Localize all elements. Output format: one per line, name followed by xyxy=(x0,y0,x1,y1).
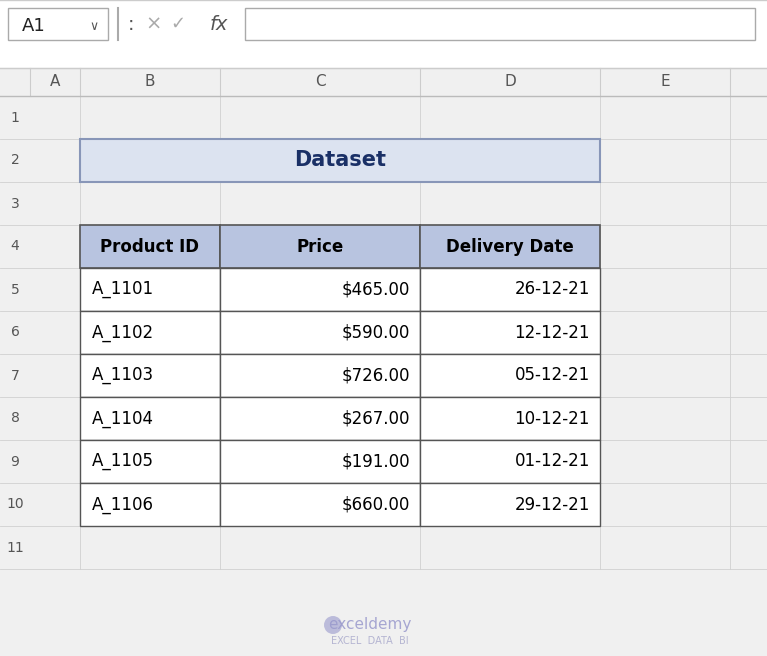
Bar xyxy=(0,0,767,68)
Text: A1: A1 xyxy=(22,17,46,35)
Text: 9: 9 xyxy=(11,455,19,468)
Text: fx: fx xyxy=(210,14,229,33)
Bar xyxy=(220,483,420,526)
Text: 11: 11 xyxy=(6,541,24,554)
Bar xyxy=(220,311,420,354)
Text: $267.00: $267.00 xyxy=(341,409,410,428)
Text: A_1101: A_1101 xyxy=(92,281,154,298)
Bar xyxy=(80,268,220,311)
Text: 4: 4 xyxy=(11,239,19,253)
Text: 2: 2 xyxy=(11,154,19,167)
Text: $465.00: $465.00 xyxy=(341,281,410,298)
Text: 6: 6 xyxy=(11,325,19,340)
Bar xyxy=(80,483,220,526)
Text: Dataset: Dataset xyxy=(294,150,386,171)
Text: 5: 5 xyxy=(11,283,19,297)
Bar xyxy=(80,354,220,397)
Text: 1: 1 xyxy=(11,110,19,125)
Text: ∨: ∨ xyxy=(90,20,99,33)
Bar xyxy=(220,268,420,311)
Bar xyxy=(420,225,600,268)
Bar xyxy=(220,354,420,397)
Text: A_1104: A_1104 xyxy=(92,409,154,428)
Text: A_1106: A_1106 xyxy=(92,495,154,514)
Text: $191.00: $191.00 xyxy=(341,453,410,470)
Text: A_1102: A_1102 xyxy=(92,323,154,342)
Text: EXCEL  DATA  BI: EXCEL DATA BI xyxy=(331,636,409,646)
Bar xyxy=(420,354,600,397)
Text: exceldemy: exceldemy xyxy=(328,617,412,632)
Text: Delivery Date: Delivery Date xyxy=(446,237,574,255)
Bar xyxy=(220,397,420,440)
Text: 29-12-21: 29-12-21 xyxy=(515,495,590,514)
Bar xyxy=(220,225,420,268)
Bar xyxy=(80,139,600,182)
Bar xyxy=(0,68,767,96)
Bar xyxy=(80,397,220,440)
Text: B: B xyxy=(145,75,155,89)
Text: A_1105: A_1105 xyxy=(92,453,154,470)
Text: 26-12-21: 26-12-21 xyxy=(515,281,590,298)
Bar xyxy=(0,0,767,68)
Circle shape xyxy=(324,616,342,634)
Text: $726.00: $726.00 xyxy=(341,367,410,384)
Text: A_1103: A_1103 xyxy=(92,367,154,384)
Text: D: D xyxy=(504,75,516,89)
Text: 12-12-21: 12-12-21 xyxy=(515,323,590,342)
Text: $590.00: $590.00 xyxy=(341,323,410,342)
Text: A: A xyxy=(50,75,60,89)
Text: 8: 8 xyxy=(11,411,19,426)
Text: ×: × xyxy=(146,14,162,33)
Bar xyxy=(220,440,420,483)
Text: Price: Price xyxy=(296,237,344,255)
Bar xyxy=(420,268,600,311)
Text: $660.00: $660.00 xyxy=(341,495,410,514)
Text: :: : xyxy=(128,14,134,33)
Text: 01-12-21: 01-12-21 xyxy=(515,453,590,470)
Bar xyxy=(80,225,220,268)
Text: Product ID: Product ID xyxy=(100,237,199,255)
Bar xyxy=(0,68,30,656)
Bar xyxy=(80,311,220,354)
Bar xyxy=(420,397,600,440)
Bar xyxy=(420,440,600,483)
Text: 10-12-21: 10-12-21 xyxy=(515,409,590,428)
Bar xyxy=(8,8,108,40)
Bar xyxy=(245,8,755,40)
Text: 7: 7 xyxy=(11,369,19,382)
Text: 05-12-21: 05-12-21 xyxy=(515,367,590,384)
Bar xyxy=(80,440,220,483)
Text: E: E xyxy=(660,75,670,89)
Bar xyxy=(420,311,600,354)
Bar xyxy=(420,483,600,526)
Text: ✓: ✓ xyxy=(170,15,186,33)
Text: C: C xyxy=(314,75,325,89)
Text: 10: 10 xyxy=(6,497,24,512)
Text: 3: 3 xyxy=(11,197,19,211)
